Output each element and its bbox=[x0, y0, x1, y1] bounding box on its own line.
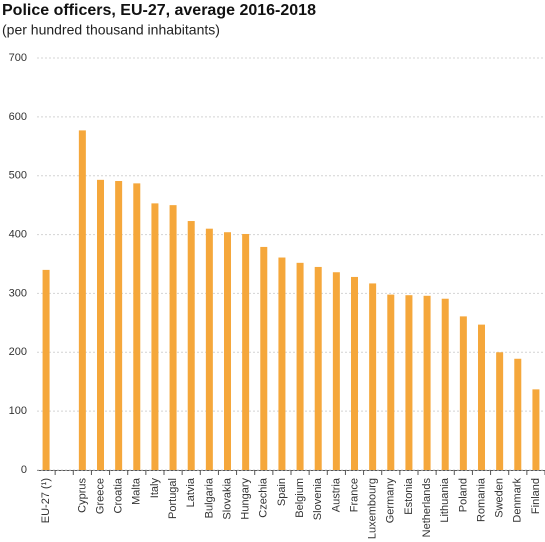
bar bbox=[278, 257, 286, 470]
bar bbox=[187, 221, 195, 470]
x-tick-label: Austria bbox=[330, 477, 342, 512]
x-tick-label: Poland bbox=[457, 478, 469, 512]
bar bbox=[260, 246, 268, 470]
y-tick-label: 100 bbox=[9, 405, 27, 417]
x-tick-label: EU-27 (¹) bbox=[40, 478, 52, 523]
y-tick-label: 500 bbox=[9, 170, 27, 182]
x-tick-label: Czechia bbox=[258, 477, 270, 518]
bar bbox=[314, 266, 322, 470]
x-tick-label: Portugal bbox=[167, 478, 179, 519]
x-tick-label: Bulgaria bbox=[203, 477, 215, 518]
x-tick-label: Cyprus bbox=[76, 478, 88, 513]
x-tick-label: Hungary bbox=[240, 478, 252, 520]
x-tick-label: Denmark bbox=[512, 478, 524, 523]
bar bbox=[42, 269, 50, 470]
bar bbox=[514, 358, 522, 470]
bar bbox=[405, 295, 413, 470]
y-tick-label: 0 bbox=[21, 464, 27, 476]
bar bbox=[369, 283, 377, 470]
bar bbox=[224, 232, 231, 470]
x-tick-label: Romania bbox=[475, 477, 487, 522]
x-tick-label: Lithuania bbox=[439, 477, 451, 523]
bar bbox=[242, 233, 250, 470]
bar bbox=[387, 294, 395, 470]
bar bbox=[169, 205, 177, 470]
y-tick-label: 600 bbox=[9, 111, 27, 123]
x-tick-label: Sweden bbox=[494, 478, 506, 518]
bar bbox=[351, 276, 358, 470]
bar bbox=[78, 130, 86, 470]
bar bbox=[423, 295, 431, 470]
bar bbox=[459, 316, 467, 470]
bar bbox=[296, 262, 304, 470]
y-tick-label: 700 bbox=[9, 52, 27, 64]
bar bbox=[332, 272, 340, 470]
bar bbox=[496, 352, 504, 470]
x-tick-label: Germany bbox=[385, 478, 397, 524]
bar bbox=[133, 183, 141, 470]
y-tick-label: 200 bbox=[9, 346, 27, 358]
x-tick-label: Slovenia bbox=[312, 477, 324, 520]
chart-title: Police officers, EU-27, average 2016-201… bbox=[2, 2, 316, 19]
x-tick-label: Latvia bbox=[185, 477, 197, 507]
bar bbox=[441, 298, 449, 470]
y-tick-label: 300 bbox=[9, 287, 27, 299]
bar bbox=[115, 181, 123, 471]
x-tick-label: Netherlands bbox=[421, 478, 433, 538]
x-tick-label: Slovakia bbox=[221, 477, 233, 519]
bar bbox=[151, 203, 159, 470]
x-tick-label: Croatia bbox=[113, 477, 125, 513]
x-tick-label: Italy bbox=[149, 478, 161, 499]
x-tick-label: Greece bbox=[94, 478, 106, 514]
x-tick-label: France bbox=[348, 478, 360, 512]
x-tick-label: Spain bbox=[276, 478, 288, 506]
x-tick-label: Finland bbox=[530, 478, 542, 514]
x-tick-label: Estonia bbox=[403, 477, 415, 515]
chart-subtitle: (per hundred thousand inhabitants) bbox=[2, 22, 220, 38]
y-tick-label: 400 bbox=[9, 228, 27, 240]
bar bbox=[532, 389, 540, 470]
x-tick-label: Malta bbox=[131, 477, 143, 505]
bar bbox=[97, 179, 104, 470]
bar bbox=[478, 324, 485, 470]
x-tick-label: Belgium bbox=[294, 478, 306, 518]
x-tick-label: Luxembourg bbox=[367, 478, 379, 539]
bar bbox=[205, 228, 213, 470]
